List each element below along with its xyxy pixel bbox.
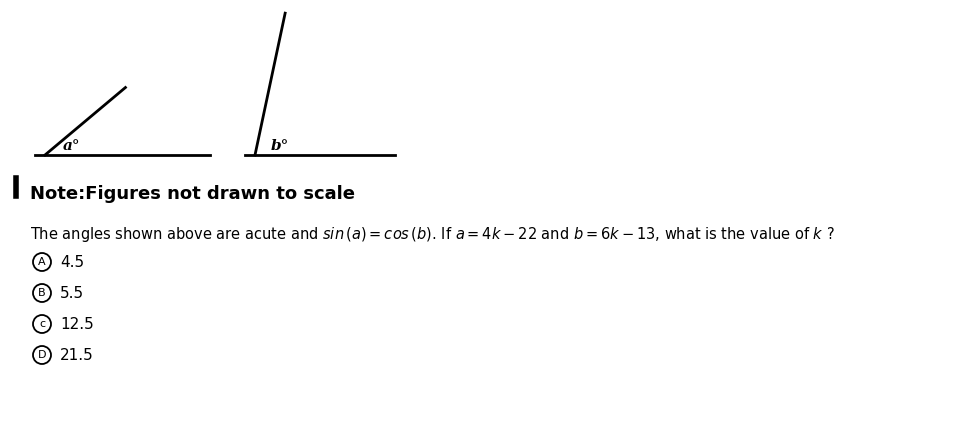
Text: c: c (39, 319, 45, 329)
Text: 12.5: 12.5 (60, 317, 93, 332)
Text: 21.5: 21.5 (60, 348, 93, 362)
Text: D: D (38, 350, 47, 360)
Text: 4.5: 4.5 (60, 254, 85, 270)
Text: B: B (38, 288, 46, 298)
Text: Note:Figures not drawn to scale: Note:Figures not drawn to scale (30, 185, 355, 203)
Text: A: A (38, 257, 46, 267)
Text: a°: a° (63, 139, 81, 153)
Text: b°: b° (271, 139, 290, 153)
Text: The angles shown above are acute and $\mathit{sin}$$\,(\mathit{a}) = \mathit{cos: The angles shown above are acute and $\m… (30, 225, 835, 244)
Text: 5.5: 5.5 (60, 285, 85, 301)
